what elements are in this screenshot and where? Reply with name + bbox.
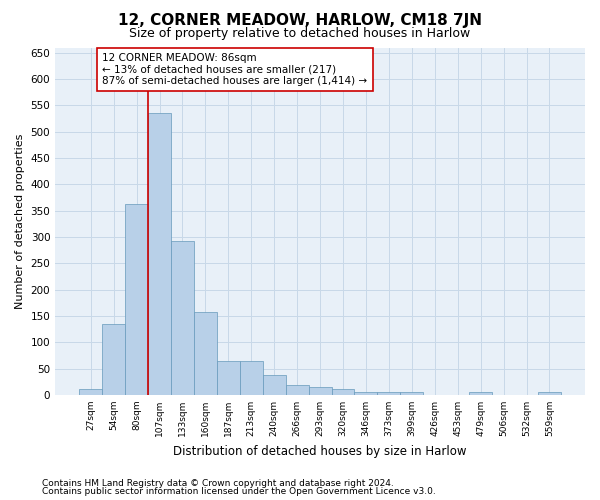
- Bar: [469, 392, 492, 395]
- Bar: [217, 360, 240, 395]
- Text: Size of property relative to detached houses in Harlow: Size of property relative to detached ho…: [130, 28, 470, 40]
- Bar: [332, 389, 355, 395]
- Y-axis label: Number of detached properties: Number of detached properties: [15, 134, 25, 309]
- Bar: [377, 392, 400, 395]
- Bar: [148, 114, 171, 395]
- Bar: [102, 324, 125, 395]
- Bar: [79, 389, 102, 395]
- Text: Contains HM Land Registry data © Crown copyright and database right 2024.: Contains HM Land Registry data © Crown c…: [42, 478, 394, 488]
- Bar: [125, 204, 148, 395]
- X-axis label: Distribution of detached houses by size in Harlow: Distribution of detached houses by size …: [173, 444, 467, 458]
- Text: 12, CORNER MEADOW, HARLOW, CM18 7JN: 12, CORNER MEADOW, HARLOW, CM18 7JN: [118, 12, 482, 28]
- Bar: [240, 360, 263, 395]
- Bar: [263, 375, 286, 395]
- Bar: [400, 392, 423, 395]
- Bar: [538, 392, 561, 395]
- Bar: [286, 386, 308, 395]
- Bar: [194, 312, 217, 395]
- Bar: [171, 240, 194, 395]
- Text: 12 CORNER MEADOW: 86sqm
← 13% of detached houses are smaller (217)
87% of semi-d: 12 CORNER MEADOW: 86sqm ← 13% of detache…: [102, 53, 367, 86]
- Text: Contains public sector information licensed under the Open Government Licence v3: Contains public sector information licen…: [42, 487, 436, 496]
- Bar: [355, 392, 377, 395]
- Bar: [308, 386, 332, 395]
